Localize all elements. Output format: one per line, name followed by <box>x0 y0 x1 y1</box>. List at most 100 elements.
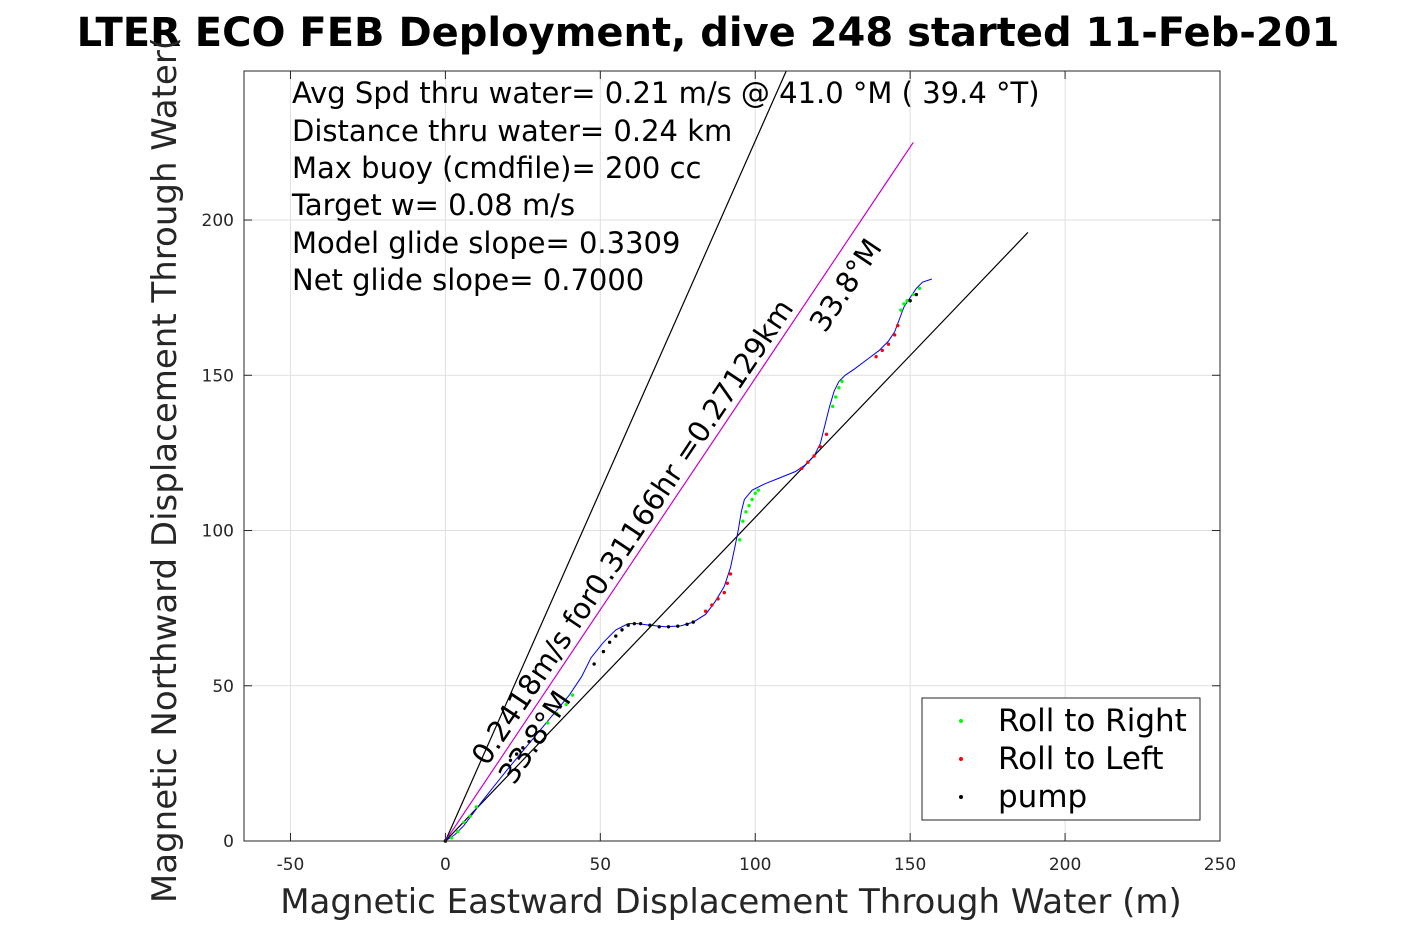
point-pump-3 <box>521 746 525 750</box>
point-pump-20 <box>914 292 919 297</box>
point-roll-to-right-3 <box>468 814 472 818</box>
point-pump-16 <box>676 624 680 628</box>
heading-annotation-top: 33.8°M <box>803 232 889 337</box>
point-roll-to-left-15 <box>892 333 897 337</box>
point-roll-to-right-18 <box>837 385 841 390</box>
point-pump-13 <box>648 623 652 627</box>
point-roll-to-right-4 <box>474 805 479 809</box>
info-net-glide-slope: Net glide slope= 0.7000 <box>292 263 644 297</box>
legend-label-pump: pump <box>998 779 1087 815</box>
point-roll-to-right-12 <box>747 503 751 508</box>
y-tick-label-4: 200 <box>202 211 234 231</box>
point-roll-to-right-11 <box>744 510 748 514</box>
point-pump-7 <box>607 640 612 644</box>
point-roll-to-left-3 <box>716 597 720 601</box>
info-target-w: Target w= 0.08 m/s <box>291 188 575 222</box>
point-pump-14 <box>657 625 661 629</box>
point-roll-to-right-5 <box>545 721 550 725</box>
point-roll-to-left-10 <box>818 444 823 449</box>
legend-box <box>921 697 1201 821</box>
dive-track <box>445 278 933 842</box>
point-roll-to-right-9 <box>738 538 742 542</box>
point-roll-to-right-21 <box>902 302 906 306</box>
point-roll-to-right-10 <box>741 519 745 523</box>
track-line <box>445 278 933 842</box>
point-roll-to-right-22 <box>905 299 909 303</box>
info-max-buoy: Max buoy (cmdfile)= 200 cc <box>292 151 701 185</box>
point-pump-9 <box>620 628 624 632</box>
legend-marker-roll-left <box>959 757 963 761</box>
info-model-glide-slope: Model glide slope= 0.3309 <box>292 226 680 260</box>
reference-line-course <box>444 142 914 841</box>
legend-marker-roll-right <box>959 719 963 723</box>
point-roll-to-right-8 <box>570 693 575 697</box>
point-roll-to-right-16 <box>830 404 835 409</box>
x-tick-label-4: 150 <box>894 855 926 875</box>
point-pump-10 <box>626 623 630 627</box>
data-points <box>443 286 922 843</box>
info-text-block: Avg Spd thru water= 0.21 m/s @ 41.0 °M (… <box>291 76 1040 297</box>
axes: -50 0 50 100 150 200 250 0 50 100 150 200 <box>202 70 1236 875</box>
legend-label-roll-left: Roll to Left <box>998 741 1164 777</box>
point-roll-to-left-12 <box>874 354 878 359</box>
point-roll-to-left-16 <box>896 323 900 328</box>
point-pump-18 <box>691 620 695 624</box>
point-roll-to-left-5 <box>725 581 730 585</box>
legend: Roll to Right Roll to Left pump <box>921 697 1201 821</box>
reference-line-steep <box>444 71 787 841</box>
x-tick-label-1: 0 <box>440 855 451 875</box>
point-roll-to-right-20 <box>899 308 903 312</box>
point-pump-6 <box>601 649 606 654</box>
grid-lines <box>244 71 1221 842</box>
info-avg-speed: Avg Spd thru water= 0.21 m/s @ 41.0 °M (… <box>292 76 1040 110</box>
point-roll-to-left-2 <box>710 603 714 607</box>
plot-frame <box>243 70 1221 842</box>
point-pump-4 <box>527 739 531 744</box>
point-roll-to-right-19 <box>840 379 844 384</box>
y-tick-label-1: 50 <box>212 677 234 697</box>
point-roll-to-right-15 <box>756 488 761 492</box>
point-roll-to-right-24 <box>917 286 922 291</box>
x-tick-label-0: -50 <box>277 855 305 875</box>
y-tick-label-2: 100 <box>202 522 234 542</box>
x-tick-label-5: 200 <box>1049 855 1081 875</box>
x-tick-label-3: 100 <box>739 855 771 875</box>
x-axis-label: Magnetic Eastward Displacement Through W… <box>280 882 1182 922</box>
point-roll-to-right-14 <box>753 491 757 495</box>
legend-label-roll-right: Roll to Right <box>998 703 1187 739</box>
point-roll-to-right-1 <box>456 829 460 834</box>
point-pump-15 <box>666 625 671 629</box>
point-pump-19 <box>908 299 912 303</box>
info-distance: Distance thru water= 0.24 km <box>292 114 732 148</box>
point-roll-to-right-2 <box>462 820 466 825</box>
point-roll-to-right-23 <box>911 292 915 297</box>
point-pump-17 <box>685 622 689 626</box>
point-pump-8 <box>614 634 618 638</box>
point-pump-2 <box>514 752 519 756</box>
point-roll-to-left-9 <box>812 454 816 458</box>
y-tick-label-3: 150 <box>202 366 234 386</box>
point-pump-11 <box>632 621 637 626</box>
speed-distance-annotation: 0.2418m/s for0.31166hr =0.27129km <box>465 293 801 771</box>
point-roll-to-right-13 <box>750 497 754 502</box>
point-roll-to-right-17 <box>834 395 838 399</box>
x-tick-label-6: 250 <box>1204 855 1236 875</box>
point-roll-to-right-0 <box>449 836 454 840</box>
point-roll-to-right-7 <box>564 702 568 707</box>
point-roll-to-left-8 <box>806 460 810 464</box>
point-roll-to-left-4 <box>722 590 726 595</box>
y-tick-label-0: 0 <box>223 832 234 852</box>
legend-marker-pump <box>959 795 963 799</box>
y-axis-label: Magnetic Northward Displacement Through … <box>145 37 185 903</box>
point-pump-1 <box>508 758 513 762</box>
point-roll-to-left-13 <box>880 348 884 353</box>
point-roll-to-left-1 <box>703 609 708 613</box>
point-pump-12 <box>638 621 643 626</box>
point-roll-to-left-11 <box>824 432 829 436</box>
x-tick-label-2: 50 <box>589 855 611 875</box>
point-roll-to-left-7 <box>800 466 804 471</box>
point-pump-5 <box>592 662 596 666</box>
chart-title: LTER ECO FEB Deployment, dive 248 starte… <box>77 10 1340 56</box>
point-roll-to-left-14 <box>886 342 891 346</box>
